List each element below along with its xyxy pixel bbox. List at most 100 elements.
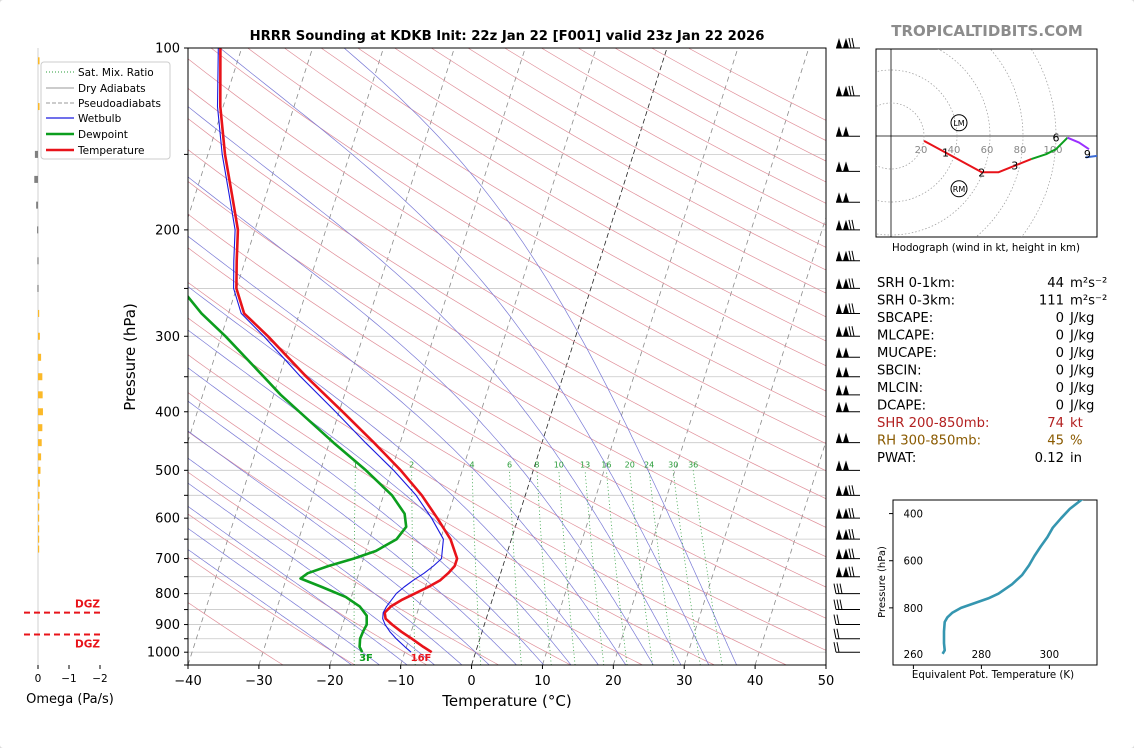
- omega-tick-label: −1: [61, 673, 76, 685]
- omega-bar: [38, 491, 40, 499]
- hodograph-height-label: 3: [1011, 160, 1018, 173]
- barb-flag: [836, 326, 842, 337]
- barb-feather: [848, 250, 852, 261]
- hodograph-ring-label: 20: [915, 145, 928, 156]
- hodograph-height-label: 9: [1084, 148, 1091, 161]
- barb-flag: [843, 219, 849, 230]
- skewt-x-label: Temperature (°C): [441, 692, 571, 710]
- hodograph-height-label: 6: [1053, 132, 1060, 145]
- index-row: DCAPE: 0 J/kg: [877, 399, 1094, 414]
- barb-feather: [839, 599, 843, 610]
- pseudoadiabat-line: [188, 482, 435, 665]
- wind-barb: [836, 432, 860, 444]
- isotherm-line: [612, 48, 810, 665]
- mixing-ratio-line: [509, 470, 522, 665]
- pseudoadiabat-line: [188, 367, 545, 665]
- skewt-legend: Sat. Mix. Ratio Dry Adiabats Pseudoadiab…: [40, 61, 171, 160]
- wind-barb: [836, 192, 860, 203]
- omega-bar: [38, 479, 40, 487]
- index-row: SRH 0-1km: 44 m²s⁻²: [877, 276, 1107, 291]
- pseudoadiabat-line: [188, 457, 463, 665]
- dry-adiabat-line: [188, 317, 787, 665]
- barb-feather: [848, 37, 852, 49]
- surface-dewpoint-label: 3F: [359, 653, 373, 664]
- barb-feather: [851, 37, 855, 49]
- omega-bar: [38, 57, 40, 65]
- barb-flag: [843, 548, 849, 559]
- barb-flag: [843, 347, 849, 358]
- barb-feather: [836, 599, 840, 610]
- temperature-tick-label: −40: [174, 674, 201, 689]
- index-row: SBCIN: 0 J/kg: [877, 364, 1094, 379]
- barb-flag: [843, 161, 849, 172]
- barb-feather: [848, 85, 852, 96]
- omega-bar: [38, 535, 40, 543]
- dry-adiabat-line: [188, 149, 826, 528]
- dry-adiabat-line: [188, 118, 826, 500]
- hodograph-height-label: 2: [978, 166, 985, 179]
- legend-label-moist: Pseudoadiabats: [78, 98, 161, 110]
- mixing-ratio-labels: 1 2 4 6 8 10 13 16 20 24 30 36: [353, 460, 698, 469]
- barb-feather: [851, 278, 855, 289]
- temperature-axis: −40 −30 −20 −10 0 10 20 30 40 50: [174, 665, 834, 689]
- thetae-y-tick-label: 400: [904, 510, 923, 521]
- mixing-ratio-label: 24: [644, 460, 654, 469]
- wind-barb: [836, 126, 860, 137]
- index-value: 0: [1056, 399, 1064, 414]
- dry-adiabat-line: [210, 48, 826, 418]
- barb-flag: [836, 38, 842, 48]
- barb-flag: [836, 432, 842, 443]
- index-row: SBCAPE: 0 J/kg: [877, 311, 1094, 326]
- hodograph-frame: [875, 48, 1098, 238]
- mixing-ratio-line: [672, 470, 701, 665]
- barb-feather: [851, 548, 855, 559]
- thetae-y-tick-label: 800: [904, 604, 923, 615]
- pressure-tick-label: 800: [155, 587, 180, 602]
- index-row: SHR 200-850mb: 74 kt: [877, 416, 1083, 431]
- index-unit: m²s⁻²: [1070, 276, 1107, 291]
- omega-tick-label: 0: [35, 673, 42, 685]
- index-row: SRH 0-3km: 111 m²s⁻²: [877, 294, 1107, 309]
- barb-feather: [848, 548, 852, 559]
- index-label: SBCAPE:: [877, 311, 933, 326]
- barb-feather: [848, 566, 852, 577]
- mixing-ratio-lines: [353, 470, 723, 665]
- wind-barb: [833, 642, 860, 653]
- barb-flag: [843, 401, 849, 412]
- mixing-ratio-line: [353, 470, 356, 665]
- skewt-panel: 1 2 4 6 8 10 13 16 20 24 30 36 10020030040050060070…: [40, 42, 834, 710]
- hodograph-segment: [923, 140, 1032, 174]
- omega-bar: [38, 545, 40, 553]
- barb-feather: [833, 599, 837, 610]
- index-row: PWAT: 0.12 in: [877, 451, 1082, 466]
- index-unit: kt: [1070, 416, 1083, 431]
- pressure-tick-label: 200: [155, 223, 180, 238]
- wind-barb: [836, 37, 860, 49]
- barb-flag: [836, 126, 842, 137]
- barb-flag: [836, 529, 842, 540]
- pressure-axis: 100 200 300 400 500 600 700 800 900 1000: [147, 42, 188, 666]
- barb-flag: [843, 366, 849, 377]
- thetae-x-label: Equivalent Pot. Temperature (K): [912, 670, 1074, 681]
- dry-adiabat-line: [188, 431, 571, 665]
- index-unit: %: [1070, 434, 1083, 449]
- dry-adiabat-line: [188, 392, 643, 665]
- barb-flag: [843, 460, 849, 471]
- thetae-y-tick-label: 600: [904, 557, 923, 568]
- wind-barb: [836, 548, 860, 560]
- barb-feather: [851, 303, 855, 314]
- index-unit: J/kg: [1069, 346, 1094, 361]
- barb-feather: [836, 614, 840, 625]
- omega-tick-label: −2: [92, 673, 107, 685]
- barb-flag: [836, 485, 842, 496]
- barb-feather: [848, 326, 852, 337]
- pressure-tick-label: 700: [155, 552, 180, 567]
- isotherm-gridlines: [188, 48, 826, 665]
- pseudoadiabat-line: [188, 527, 380, 665]
- index-value: 0: [1056, 311, 1064, 326]
- wind-barb: [836, 384, 860, 396]
- barb-flag: [843, 566, 849, 577]
- index-value: 74: [1047, 416, 1064, 431]
- barb-feather: [851, 508, 855, 519]
- temperature-tick-label: 40: [747, 674, 764, 689]
